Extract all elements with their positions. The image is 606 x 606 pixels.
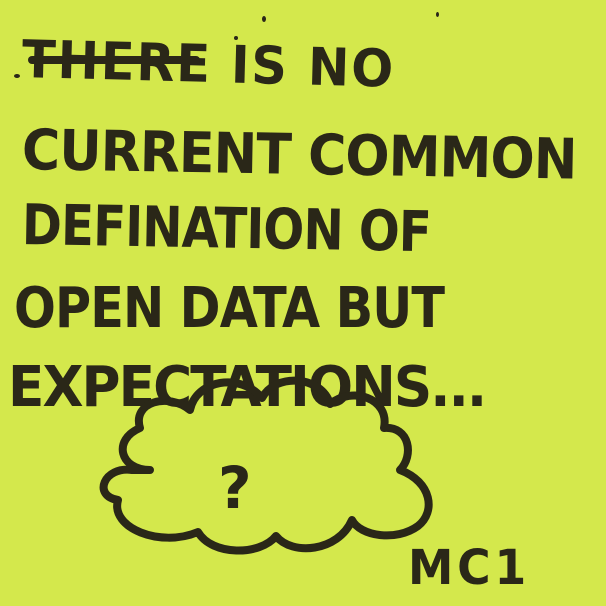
question-mark: ?	[218, 454, 252, 522]
strike-mark	[28, 56, 200, 64]
note-line-4: OPEN DATA BUT	[14, 276, 445, 341]
ink-speck	[436, 12, 439, 17]
signature: MC1	[408, 540, 530, 596]
ink-speck	[262, 16, 266, 22]
ink-speck	[234, 36, 238, 40]
ink-speck	[14, 74, 20, 78]
